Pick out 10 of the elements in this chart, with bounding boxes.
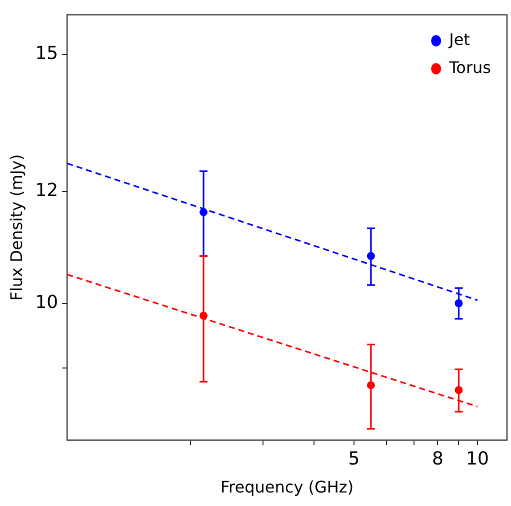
x-tick-label: 10 [466,448,489,470]
y-tick-label: 10 [35,292,58,313]
x-tick-label: 5 [348,448,360,470]
legend-label: Jet [448,30,470,49]
legend-label: Torus [448,58,492,77]
y-tick-label: 12 [35,180,58,202]
x-axis-title: Frequency (GHz) [220,478,354,497]
y-tick-label: 15 [35,43,58,64]
x-tick-label: 8 [432,448,444,470]
y-axis-title: Flux Density (mJy) [6,154,26,301]
